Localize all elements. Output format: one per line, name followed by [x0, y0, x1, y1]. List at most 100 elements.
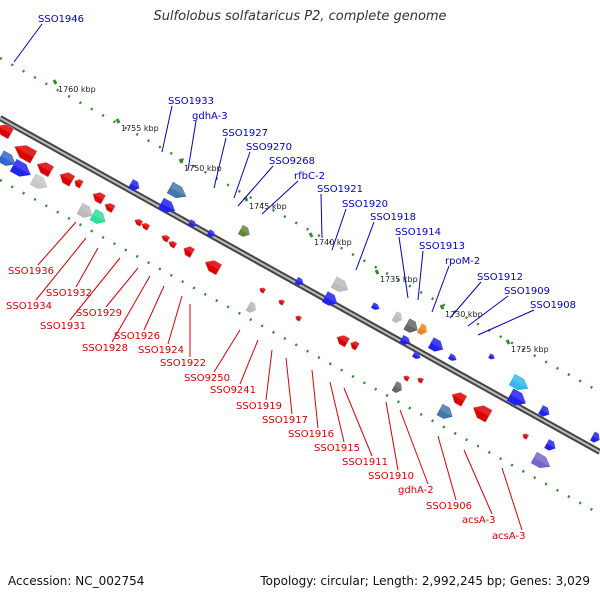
forward-gene-label[interactable]: gdhA-3 — [192, 111, 228, 122]
reverse-gene-arrow[interactable] — [11, 141, 38, 164]
reverse-gene-label[interactable]: SSO1936 — [8, 266, 54, 277]
forward-gene-arrow[interactable] — [29, 173, 50, 192]
reverse-gene-label[interactable]: SSO1911 — [342, 457, 388, 468]
reverse-gene-arrow[interactable] — [416, 376, 425, 384]
forward-gene-label[interactable]: SSO1920 — [342, 199, 388, 210]
reverse-gene-label[interactable]: SSO1931 — [40, 321, 86, 332]
forward-gene-arrow[interactable] — [530, 452, 553, 471]
forward-gene-arrow[interactable] — [391, 311, 404, 325]
reverse-gene-label[interactable]: SSO1919 — [236, 401, 282, 412]
forward-gene-arrow[interactable] — [416, 323, 429, 337]
forward-gene-arrow[interactable] — [488, 353, 496, 360]
forward-gene-arrow[interactable] — [436, 404, 455, 421]
reverse-gene-label[interactable]: SSO1932 — [46, 288, 92, 299]
forward-gene-arrow[interactable] — [403, 318, 420, 335]
forward-gene-arrow[interactable] — [590, 431, 600, 445]
reverse-gene-label[interactable]: SSO1934 — [6, 301, 52, 312]
forward-gene-arrow[interactable] — [76, 203, 95, 220]
forward-gene-label[interactable]: SSO1918 — [370, 212, 416, 223]
reverse-callout-line — [501, 467, 523, 531]
forward-gene-arrow[interactable] — [538, 405, 552, 419]
forward-gene-arrow[interactable] — [321, 291, 340, 308]
forward-gene-arrow[interactable] — [245, 301, 258, 315]
reverse-callout-line — [329, 381, 345, 443]
forward-gene-label[interactable]: SSO1908 — [530, 300, 576, 311]
ruler-label: 1740 kbp — [314, 238, 352, 247]
ruler-label: 1735 kbp — [380, 275, 418, 284]
forward-gene-arrow[interactable] — [294, 276, 305, 287]
reverse-gene-arrow[interactable] — [34, 159, 55, 178]
reverse-gene-label[interactable]: SSO1915 — [314, 443, 360, 454]
reverse-gene-arrow[interactable] — [103, 201, 116, 214]
forward-gene-arrow[interactable] — [508, 374, 531, 393]
forward-gene-arrow[interactable] — [371, 302, 381, 311]
forward-gene-label[interactable]: SSO1913 — [419, 241, 465, 252]
reverse-gene-arrow[interactable] — [258, 286, 267, 294]
reverse-gene-arrow[interactable] — [449, 389, 468, 407]
forward-callout-line — [261, 180, 299, 215]
reverse-gene-arrow[interactable] — [160, 233, 171, 243]
reverse-gene-label[interactable]: SSO1926 — [114, 331, 160, 342]
reverse-gene-arrow[interactable] — [277, 298, 286, 306]
forward-gene-arrow[interactable] — [427, 337, 446, 354]
forward-gene-arrow[interactable] — [391, 381, 404, 395]
reverse-gene-label[interactable]: gdhA-2 — [398, 485, 434, 496]
reverse-gene-arrow[interactable] — [470, 402, 493, 423]
reverse-gene-arrow[interactable] — [90, 190, 107, 205]
reverse-gene-label[interactable]: SSO1906 — [426, 501, 472, 512]
forward-gene-arrow[interactable] — [158, 197, 178, 216]
forward-gene-arrow[interactable] — [0, 150, 18, 169]
forward-gene-arrow[interactable] — [207, 229, 217, 238]
reverse-gene-label[interactable]: SSO1917 — [262, 415, 308, 426]
forward-gene-label[interactable]: rfbC-2 — [294, 171, 325, 182]
forward-gene-arrow[interactable] — [412, 351, 422, 360]
forward-gene-arrow[interactable] — [237, 224, 252, 239]
forward-gene-label[interactable]: SSO1912 — [477, 272, 523, 283]
forward-gene-arrow[interactable] — [9, 159, 34, 181]
forward-gene-arrow[interactable] — [330, 276, 351, 295]
forward-gene-arrow[interactable] — [399, 335, 413, 347]
reverse-gene-label[interactable]: SSO1929 — [76, 308, 122, 319]
reverse-gene-label[interactable]: SSO1928 — [82, 343, 128, 354]
ruler-tick — [374, 269, 380, 275]
forward-gene-arrow[interactable] — [448, 353, 458, 362]
forward-gene-label[interactable]: rpoM-2 — [445, 256, 480, 267]
reverse-gene-arrow[interactable] — [0, 121, 15, 140]
reverse-gene-arrow[interactable] — [140, 221, 151, 231]
forward-gene-arrow[interactable] — [166, 182, 189, 201]
reverse-gene-arrow[interactable] — [402, 374, 411, 382]
reverse-callout-line — [37, 221, 77, 266]
reverse-gene-arrow[interactable] — [521, 432, 530, 440]
reverse-gene-label[interactable]: SSO1924 — [138, 345, 184, 356]
forward-gene-arrow[interactable] — [89, 209, 108, 226]
reverse-gene-arrow[interactable] — [181, 244, 196, 259]
forward-gene-label[interactable]: SSO9270 — [246, 142, 292, 153]
reverse-gene-label[interactable]: SSO9241 — [210, 385, 256, 396]
forward-gene-label[interactable]: SSO1927 — [222, 128, 268, 139]
reverse-gene-arrow[interactable] — [202, 257, 223, 276]
forward-gene-label[interactable]: SSO1909 — [504, 286, 550, 297]
forward-gene-label[interactable]: SSO1946 — [38, 14, 84, 25]
reverse-gene-arrow[interactable] — [73, 178, 84, 189]
forward-gene-label[interactable]: SSO1921 — [317, 184, 363, 195]
forward-gene-label[interactable]: SSO1914 — [395, 227, 441, 238]
reverse-gene-label[interactable]: acsA-3 — [462, 515, 495, 526]
reverse-gene-label[interactable]: SSO1910 — [368, 471, 414, 482]
reverse-callout-line — [213, 329, 241, 373]
forward-gene-label[interactable]: SSO1933 — [168, 96, 214, 107]
reverse-gene-label[interactable]: SSO9250 — [184, 373, 230, 384]
forward-gene-arrow[interactable] — [544, 439, 558, 453]
forward-gene-arrow[interactable] — [506, 388, 530, 410]
reverse-gene-label[interactable]: SSO1922 — [160, 358, 206, 369]
forward-gene-label[interactable]: SSO9268 — [269, 156, 315, 167]
reverse-gene-label[interactable]: acsA-3 — [492, 531, 525, 542]
reverse-gene-arrow[interactable] — [349, 340, 360, 351]
forward-gene-arrow[interactable] — [188, 219, 198, 228]
reverse-gene-arrow[interactable] — [133, 217, 144, 227]
reverse-gene-arrow[interactable] — [57, 169, 76, 187]
reverse-gene-arrow[interactable] — [294, 314, 303, 322]
reverse-gene-label[interactable]: SSO1916 — [288, 429, 334, 440]
reverse-gene-arrow[interactable] — [334, 333, 351, 348]
forward-gene-arrow[interactable] — [128, 179, 142, 193]
reverse-gene-arrow[interactable] — [167, 239, 178, 249]
